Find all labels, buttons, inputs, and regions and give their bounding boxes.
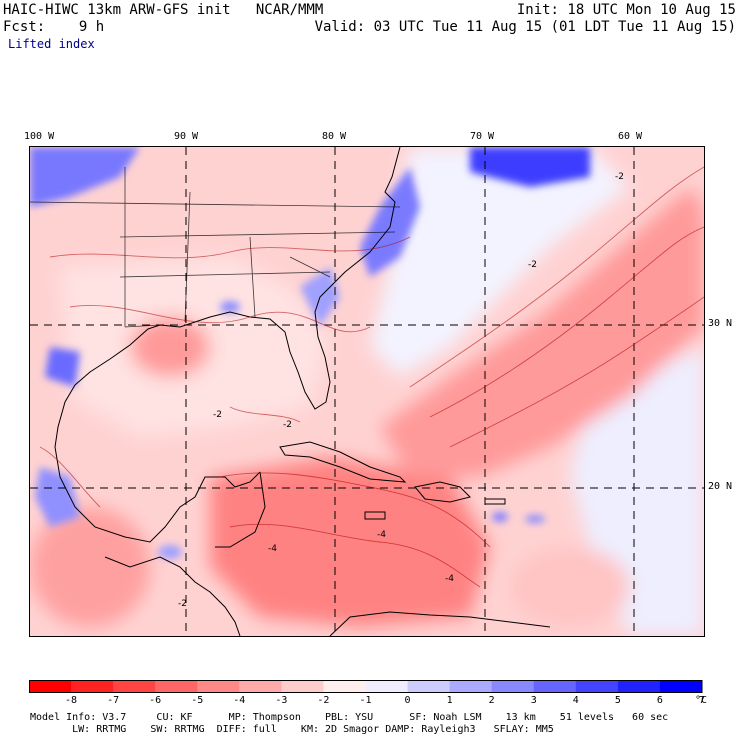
colorbar-tick-label: 4 <box>572 695 579 706</box>
colorbar-segment <box>281 680 324 693</box>
colorbar-segment <box>323 680 366 693</box>
colorbar-segment <box>407 680 451 693</box>
colorbar-tick-label: -2 <box>317 695 330 706</box>
colorbar-tick-label: -3 <box>275 695 288 706</box>
colorbar-segment <box>575 680 619 693</box>
colorbar-unit: °C <box>694 695 708 706</box>
valid-time: Valid: 03 UTC Tue 11 Aug 15 (01 LDT Tue … <box>314 19 736 35</box>
colorbar-tick-label: 7 <box>698 695 706 706</box>
colorbar-tick-label: -7 <box>107 695 120 706</box>
colorbar-segment <box>365 680 409 693</box>
lifted-index-map: -2 -2 -2 -4 -4 -2 -2 -4 <box>29 146 705 637</box>
colorbar-segment <box>155 680 198 693</box>
model-info-line2: LW: RRTMG SW: RRTMG DIFF: full KM: 2D Sm… <box>30 724 554 735</box>
model-title: HAIC-HIWC 13km ARW-GFS init NCAR/MMM <box>3 2 324 18</box>
colorbar-tick-label: 1 <box>446 695 453 706</box>
colorbar-segment <box>617 680 661 693</box>
lon-label-60w: 60 W <box>618 131 643 142</box>
colorbar-segment <box>197 680 240 693</box>
contour-label: -2 <box>528 260 537 270</box>
colorbar-segment <box>239 680 282 693</box>
colorbar-tick-label: -5 <box>191 695 204 706</box>
contour-label: -2 <box>213 410 222 420</box>
colorbar-segment <box>113 680 156 693</box>
contour-label: -4 <box>268 544 277 554</box>
contours <box>39 166 704 588</box>
lon-label-80w: 80 W <box>322 131 347 142</box>
contour-label: -4 <box>445 574 454 584</box>
lat-label-30n: 30 N <box>708 318 733 329</box>
contour-label: -2 <box>615 172 624 182</box>
lon-label-70w: 70 W <box>470 131 495 142</box>
init-time: Init: 18 UTC Mon 10 Aug 15 <box>516 2 736 18</box>
shading-field <box>30 147 704 636</box>
lat-label-20n: 20 N <box>708 481 733 492</box>
colorbar-tick-label: -8 <box>65 695 78 706</box>
colorbar-segment <box>449 680 493 693</box>
contour-label: -2 <box>178 599 187 609</box>
contour-label: -2 <box>283 420 292 430</box>
colorbar-segment <box>491 680 535 693</box>
model-info-line1: Model Info: V3.7 CU: KF MP: Thompson PBL… <box>30 712 669 723</box>
forecast-hour: Fcst: 9 h <box>3 19 105 35</box>
colorbar-tick-label: 0 <box>404 695 411 706</box>
field-name: Lifted index <box>8 37 95 51</box>
color-scale-bar <box>29 680 703 693</box>
colorbar-tick-label: -4 <box>233 695 246 706</box>
contour-label: -4 <box>377 530 386 540</box>
graticule <box>30 147 704 636</box>
lon-label-90w: 90 W <box>174 131 199 142</box>
blue-stable-areas <box>30 147 590 559</box>
colorbar-tick-label: 2 <box>488 695 495 706</box>
colorbar-segment <box>29 680 72 693</box>
colorbar-tick-label: 6 <box>656 695 663 706</box>
colorbar-segment <box>71 680 114 693</box>
colorbar-tick-label: -1 <box>359 695 372 706</box>
colorbar-tick-label: 5 <box>614 695 621 706</box>
lon-label-100w: 100 W <box>24 131 55 142</box>
colorbar-segment <box>533 680 577 693</box>
colorbar-tick-label: 3 <box>530 695 537 706</box>
colorbar-tick-label: -6 <box>149 695 162 706</box>
political-borders <box>30 167 401 328</box>
colorbar-segment <box>659 680 703 693</box>
